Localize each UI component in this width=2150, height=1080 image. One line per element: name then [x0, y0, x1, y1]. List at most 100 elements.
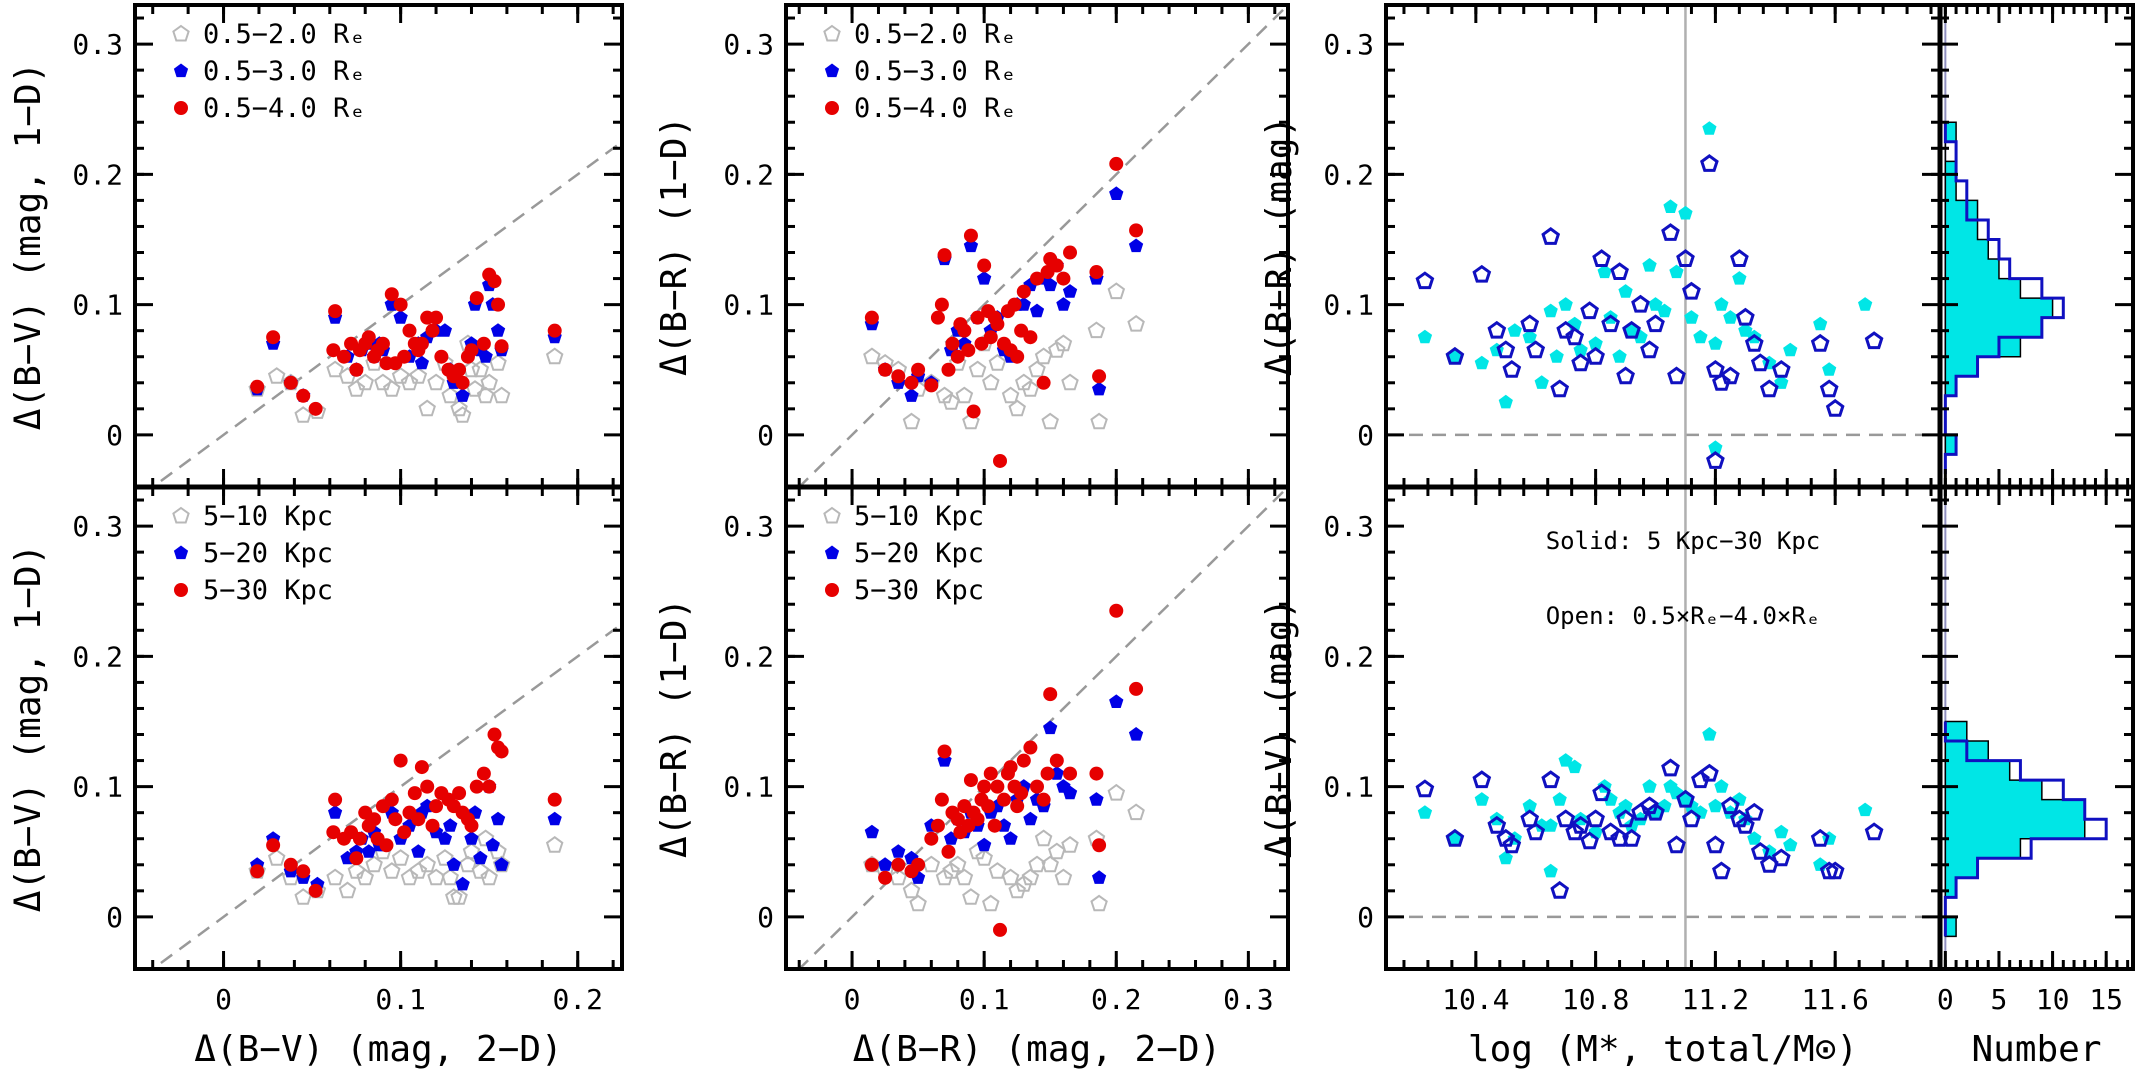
- data-point: [443, 818, 458, 832]
- y-tick-label: 0.2: [72, 640, 123, 673]
- data-point: [545, 347, 564, 365]
- data-point: [902, 412, 921, 430]
- data-point: [1043, 687, 1058, 702]
- legend-label: 5−10 Kpc: [854, 501, 984, 532]
- data-point: [328, 792, 343, 807]
- data-point: [409, 367, 428, 384]
- data-point: [1684, 310, 1699, 324]
- data-point: [1487, 320, 1507, 339]
- data-point: [942, 393, 960, 410]
- data-point: [1021, 868, 1040, 886]
- data-point: [982, 894, 1000, 912]
- series-1: [864, 186, 1144, 402]
- plot-area-p7: [1386, 487, 1940, 969]
- data-point: [1771, 848, 1791, 867]
- series-2: [250, 727, 562, 898]
- data-point: [1043, 720, 1058, 735]
- data-point: [383, 862, 401, 879]
- data-point: [864, 824, 879, 839]
- y-tick-label: 0: [757, 419, 774, 452]
- series-0: [863, 783, 1145, 912]
- data-point: [922, 855, 941, 873]
- data-point: [962, 888, 980, 905]
- data-point: [464, 831, 479, 845]
- data-point: [1063, 766, 1078, 781]
- data-point: [1062, 785, 1078, 800]
- data-point: [1858, 802, 1873, 817]
- data-point: [1616, 809, 1635, 828]
- data-point: [1714, 779, 1729, 793]
- legend-label: 0.5−3.0 Rₑ: [854, 56, 1017, 87]
- data-point: [1092, 369, 1107, 384]
- data-point: [1648, 297, 1663, 311]
- data-point: [977, 837, 992, 852]
- data-point: [375, 336, 390, 351]
- data-point: [955, 386, 974, 404]
- y-tick-label: 0.1: [723, 771, 774, 804]
- series-2: [864, 603, 1144, 937]
- data-point: [1520, 809, 1540, 828]
- data-point: [1048, 842, 1066, 860]
- data-point: [1661, 758, 1680, 777]
- data-point: [961, 343, 976, 358]
- x-axis-label: Δ(B−V) (mag, 2−D): [194, 1029, 562, 1070]
- data-point: [1612, 349, 1627, 363]
- data-point: [294, 888, 312, 905]
- data-point: [480, 868, 498, 886]
- data-point: [1030, 779, 1044, 794]
- data-point: [1744, 802, 1764, 821]
- data-point: [1580, 831, 1599, 850]
- x-tick-label: 0.2: [552, 983, 603, 1016]
- data-point: [1015, 875, 1033, 892]
- data-point: [934, 297, 949, 312]
- data-point: [469, 779, 484, 794]
- data-point: [1128, 727, 1144, 741]
- data-point: [402, 323, 417, 338]
- data-point: [1036, 375, 1051, 390]
- data-point: [1588, 336, 1603, 350]
- data-point: [1556, 809, 1576, 828]
- legend-label: 5−30 Kpc: [854, 575, 984, 606]
- data-point: [393, 753, 408, 768]
- plot-area-p8: [1943, 487, 2108, 969]
- data-point: [1592, 249, 1611, 267]
- data-point: [1858, 297, 1873, 311]
- data-point: [455, 375, 470, 390]
- data-point: [1543, 303, 1558, 318]
- data-point: [388, 812, 403, 827]
- data-point: [1667, 366, 1686, 385]
- data-point: [487, 274, 502, 289]
- data-point: [490, 811, 506, 826]
- x-tick-label: 15: [2089, 983, 2123, 1016]
- data-point: [1550, 880, 1570, 899]
- plot-area-p2: [797, 5, 1288, 487]
- data-point: [1541, 770, 1561, 789]
- data-point: [1646, 802, 1665, 821]
- data-point: [1487, 815, 1507, 834]
- data-point: [1774, 375, 1789, 389]
- data-point: [975, 849, 993, 866]
- data-point: [1819, 379, 1839, 398]
- data-point: [950, 349, 965, 364]
- data-point: [1678, 205, 1693, 220]
- data-point: [1571, 815, 1591, 834]
- data-point: [361, 844, 376, 858]
- data-point: [1502, 359, 1522, 378]
- data-point: [267, 367, 286, 384]
- y-tick-label: 0.3: [72, 510, 123, 543]
- data-point: [349, 362, 364, 377]
- data-point: [1049, 258, 1064, 273]
- y-axis-label: Δ(B−R) (1−D): [654, 598, 695, 858]
- data-point: [349, 851, 364, 866]
- data-point: [1498, 850, 1513, 865]
- data-point: [328, 805, 343, 819]
- one-to-one-line: [797, 487, 1288, 969]
- data-point: [904, 375, 919, 390]
- data-point: [864, 857, 879, 872]
- panel-p5: 0 0.1 0.2 0.3 0 0.1 0.2 Δ(B−V) (mag, 1−D) Δ(B−V)…: [8, 485, 624, 1070]
- y-tick-label: 0.1: [723, 289, 774, 322]
- data-point: [1474, 355, 1489, 370]
- data-point: [266, 330, 281, 345]
- data-point: [393, 297, 408, 312]
- data-point: [891, 857, 906, 872]
